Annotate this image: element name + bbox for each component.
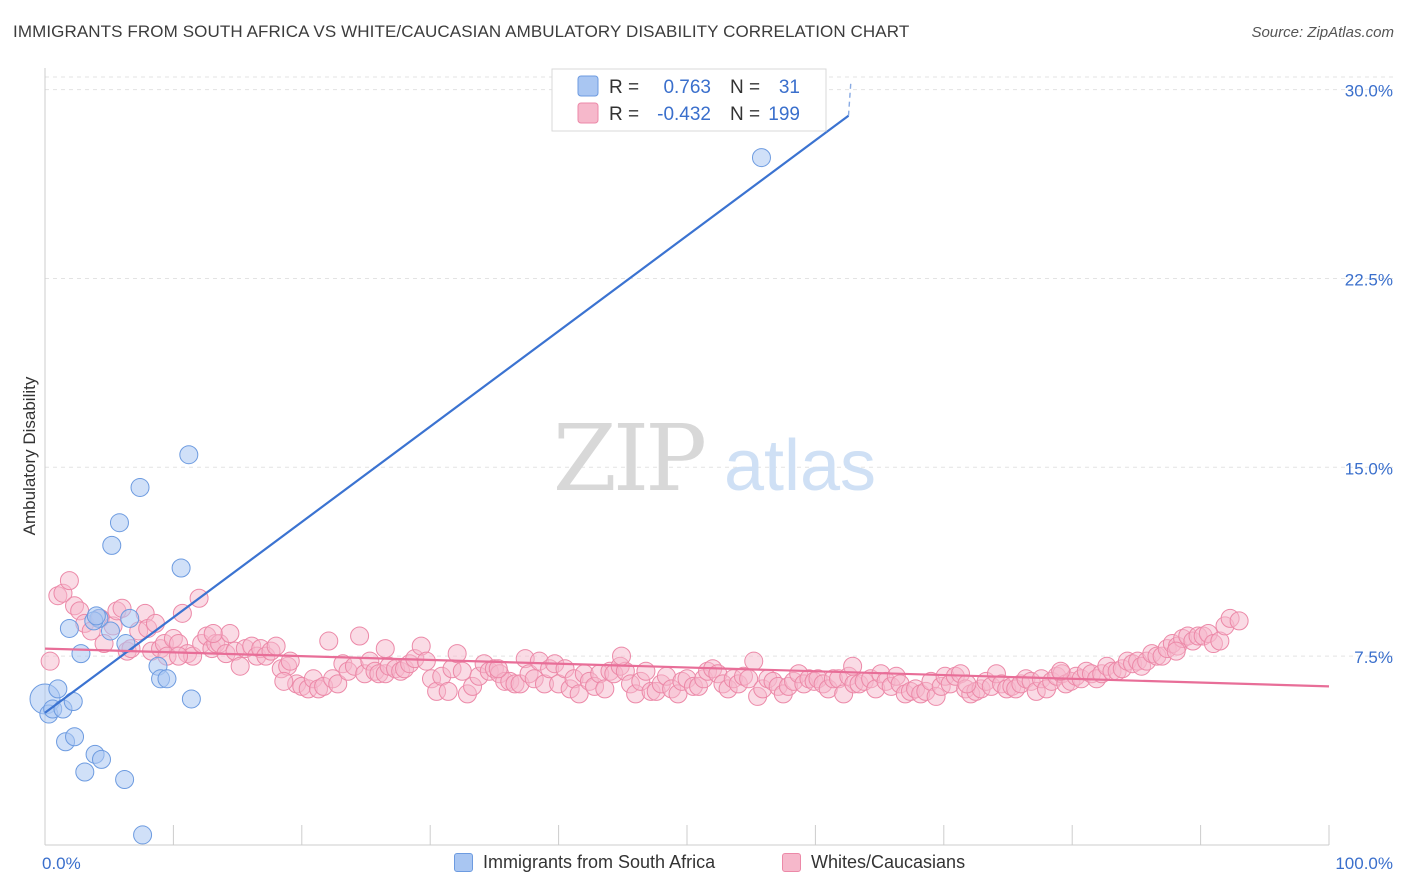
pink-point-0: [40, 651, 60, 671]
pink-point-108: [595, 679, 615, 699]
legend-label-whites: Whites/Caucasians: [811, 852, 966, 872]
legend-swatch-blue: [577, 75, 599, 97]
pink-point-137: [744, 651, 764, 671]
legend-item-south-africa[interactable]: Immigrants from South Africa: [454, 852, 715, 873]
legend-n-label-1: N =: [730, 77, 760, 98]
watermark-zip: ZIP: [553, 405, 704, 512]
blue-point-29: [171, 558, 191, 578]
y-tick-label-2: 22.5%: [1345, 270, 1393, 289]
axes: [44, 68, 1330, 846]
pink-point-56: [328, 674, 348, 694]
legend-item-whites[interactable]: Whites/Caucasians: [782, 852, 965, 873]
legend-r-value-1: 0.763: [663, 77, 711, 98]
blue-point-23: [157, 669, 177, 689]
pink-point-80: [452, 661, 472, 681]
pink-point-238: [843, 656, 863, 676]
pink-point-234: [274, 671, 294, 691]
whites-caucasians-points: [40, 571, 1249, 706]
trend-line-south-africa-extension: [847, 79, 852, 116]
pink-point-233: [203, 623, 223, 643]
pink-point-236: [488, 659, 508, 679]
y-tick-label-0: 7.5%: [1354, 648, 1393, 667]
pink-point-239: [957, 674, 977, 694]
blue-point-20: [120, 608, 140, 628]
blue-point-13: [133, 825, 153, 845]
grid-lines: [45, 76, 1394, 657]
pink-point-54: [319, 631, 339, 651]
x-tick-label-min: 0.0%: [42, 854, 81, 873]
pink-point-77: [438, 681, 458, 701]
blue-point-18: [59, 618, 79, 638]
blue-point-8: [71, 644, 91, 664]
legend-swatch-pink: [577, 102, 599, 124]
blue-point-26: [109, 513, 129, 533]
pink-point-37: [230, 656, 250, 676]
chart-title: IMMIGRANTS FROM SOUTH AFRICA VS WHITE/CA…: [13, 22, 910, 41]
legend-r-label-2: R =: [609, 104, 639, 125]
legend-swatch-whites: [782, 853, 801, 872]
legend-r-value-2: -0.432: [657, 104, 711, 125]
blue-point-24: [181, 689, 201, 709]
legend-n-label-2: N =: [730, 104, 760, 125]
x-tick-label-max: 100.0%: [1335, 854, 1393, 873]
pink-point-240: [1051, 661, 1071, 681]
y-tick-label-3: 30.0%: [1345, 82, 1393, 101]
blue-point-28: [179, 445, 199, 465]
blue-point-30: [751, 148, 771, 168]
source-label: Source: ZipAtlas.com: [1251, 24, 1394, 41]
pink-point-3: [59, 571, 79, 591]
y-axis-title: Ambulatory Disability: [20, 376, 39, 535]
correlation-legend: R = 0.763 N = 31 R = -0.432 N = 199: [551, 68, 827, 132]
pink-point-237: [612, 646, 632, 666]
pink-point-116: [636, 661, 656, 681]
blue-point-9: [75, 762, 95, 782]
legend-r-label-1: R =: [609, 77, 639, 98]
pink-point-103: [569, 684, 589, 704]
pink-point-35: [220, 623, 240, 643]
blue-point-17: [86, 606, 106, 626]
pink-point-242: [1229, 611, 1249, 631]
pink-point-235: [375, 639, 395, 659]
trend-line-whites: [44, 647, 1330, 688]
blue-point-27: [130, 477, 150, 497]
pink-point-79: [447, 644, 467, 664]
pink-point-44: [266, 636, 286, 656]
trend-lines: [44, 79, 1330, 714]
blue-point-25: [102, 535, 122, 555]
pink-point-25: [172, 603, 192, 623]
pink-point-241: [1166, 641, 1186, 661]
watermark: ZIP atlas: [553, 405, 876, 512]
pink-point-232: [169, 646, 189, 666]
blue-point-12: [115, 770, 135, 790]
legend-n-value-1: 31: [779, 77, 800, 98]
blue-point-7: [65, 727, 85, 747]
blue-point-4: [48, 679, 68, 699]
pink-point-60: [350, 626, 370, 646]
y-tick-label-1: 15.0%: [1345, 459, 1393, 478]
legend-swatch-south-africa: [454, 853, 473, 872]
legend-label-south-africa: Immigrants from South Africa: [483, 852, 716, 872]
blue-point-11: [91, 749, 111, 769]
blue-point-14: [100, 621, 120, 641]
south-africa-points: [29, 148, 771, 845]
legend-n-value-2: 199: [768, 104, 800, 125]
trend-line-south-africa: [44, 114, 850, 714]
tick-labels: 7.5% 15.0% 22.5% 30.0% 0.0% 100.0%: [42, 82, 1393, 873]
pink-point-73: [416, 651, 436, 671]
watermark-atlas: atlas: [724, 426, 876, 506]
